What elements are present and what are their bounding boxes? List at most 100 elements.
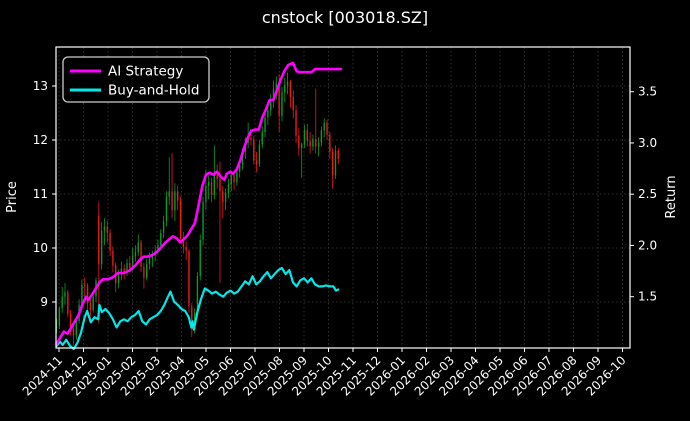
candle: [165, 196, 168, 221]
candle: [179, 200, 182, 239]
candle: [261, 131, 263, 145]
candle: [317, 142, 320, 147]
candles-layer: [55, 72, 339, 346]
candle: [300, 144, 303, 149]
candle: [230, 175, 232, 185]
candle: [303, 130, 306, 145]
candle: [84, 284, 86, 286]
candle: [289, 81, 292, 97]
candle: [112, 250, 114, 266]
candle: [69, 313, 72, 328]
candle: [323, 122, 325, 131]
candle: [224, 192, 227, 203]
candle: [98, 215, 100, 265]
y-left-tick-label: 13: [33, 79, 48, 93]
candle: [315, 138, 317, 147]
legend-label-ai-strategy: AI Strategy: [108, 64, 183, 80]
candle: [238, 164, 241, 172]
candle: [219, 178, 221, 192]
y-right-tick-label: 3.5: [638, 85, 657, 99]
candle: [89, 303, 92, 311]
candle: [131, 256, 134, 269]
candle: [109, 232, 111, 251]
candle: [162, 221, 165, 233]
candle: [264, 117, 266, 132]
candle: [58, 308, 61, 327]
candle: [286, 81, 289, 85]
candle: [148, 258, 151, 265]
y-right-tick-label: 2.0: [638, 238, 657, 252]
candle: [146, 264, 148, 278]
candle: [269, 101, 272, 111]
candle: [227, 184, 230, 193]
legend-label-buy-and-hold: Buy-and-Hold: [108, 83, 199, 99]
candle: [117, 273, 120, 284]
buy-and-hold-line: [55, 266, 340, 351]
candle: [306, 130, 309, 142]
candle: [106, 226, 108, 233]
candle: [199, 239, 201, 277]
candle: [72, 327, 75, 336]
y-left-tick-label: 11: [33, 187, 48, 201]
candle: [191, 306, 193, 329]
candle: [233, 175, 235, 183]
y-left-tick-label: 9: [40, 295, 48, 309]
candle: [120, 268, 123, 274]
candle: [278, 83, 280, 116]
y-right-tick-label: 2.5: [638, 187, 657, 201]
candle: [272, 88, 275, 102]
candle: [210, 182, 213, 196]
candle: [171, 191, 173, 211]
candle: [253, 140, 255, 161]
candle: [284, 84, 286, 93]
y-left-axis-label: Price: [5, 181, 20, 213]
candle: [174, 191, 176, 211]
candle: [281, 92, 283, 116]
candle: [312, 138, 314, 147]
candle: [331, 151, 334, 176]
y-right-tick-label: 3.0: [638, 136, 657, 150]
candle: [103, 226, 106, 231]
candle: [236, 171, 238, 183]
candle: [61, 296, 63, 309]
candle: [134, 252, 137, 257]
chart-title: cnstock [003018.SZ]: [262, 8, 428, 27]
candle: [222, 191, 224, 203]
candle: [168, 191, 170, 197]
candle: [275, 83, 278, 89]
candle: [177, 191, 179, 201]
y-right-axis-label: Return: [664, 175, 679, 218]
candle: [292, 96, 294, 111]
candle: [188, 250, 190, 307]
candle: [160, 232, 162, 246]
candle: [267, 110, 269, 118]
candle: [255, 160, 258, 165]
candle: [213, 175, 216, 196]
candle: [205, 185, 207, 203]
series-layer: [55, 61, 343, 351]
candle: [185, 246, 187, 251]
candle: [100, 230, 103, 265]
candle: [326, 122, 328, 135]
candle: [298, 135, 300, 149]
candle: [334, 150, 337, 176]
candle: [140, 242, 142, 267]
candle: [182, 238, 185, 247]
candle: [143, 266, 145, 278]
candle: [137, 242, 139, 253]
y-right-tick-label: 1.5: [638, 290, 657, 304]
candle: [207, 182, 210, 186]
candle: [202, 202, 204, 240]
candle: [75, 320, 77, 336]
y-left-tick-label: 12: [33, 133, 48, 147]
candle: [157, 245, 159, 251]
candle: [126, 263, 128, 273]
candle: [86, 285, 89, 304]
candle: [123, 268, 125, 273]
candle: [295, 110, 297, 136]
ai-strategy-line: [55, 61, 343, 346]
candle: [92, 296, 94, 311]
candle: [337, 150, 339, 159]
candle: [320, 130, 323, 143]
